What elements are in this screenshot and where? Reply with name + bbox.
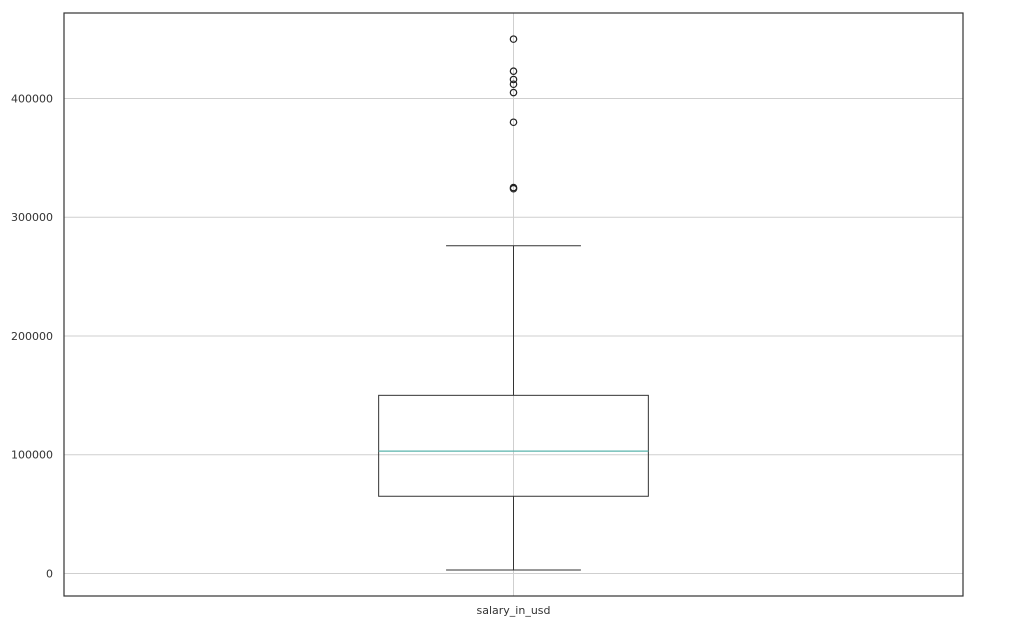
- outlier-point: [509, 35, 518, 43]
- plot-frame: [63, 12, 964, 597]
- outlier-point: [509, 67, 518, 75]
- outlier-point: [509, 80, 518, 89]
- outlier-point: [509, 88, 518, 97]
- x-tick-label: salary_in_usd: [476, 604, 550, 617]
- y-tick-label: 300000: [11, 211, 53, 224]
- outlier-point: [509, 183, 518, 192]
- y-axis-ticks: 0 100000 200000 300000 400000: [11, 92, 53, 580]
- y-tick-label: 400000: [11, 92, 53, 105]
- y-tick-label: 200000: [11, 330, 53, 343]
- outlier-point: [509, 75, 518, 84]
- box-series: [378, 35, 649, 571]
- outlier-point: [509, 118, 518, 127]
- box-salary_in_usd: [378, 35, 649, 571]
- y-tick-label: 0: [46, 567, 53, 580]
- y-tick-label: 100000: [11, 449, 53, 462]
- x-axis-ticks: salary_in_usd: [476, 604, 550, 617]
- iqr-box: [378, 394, 649, 497]
